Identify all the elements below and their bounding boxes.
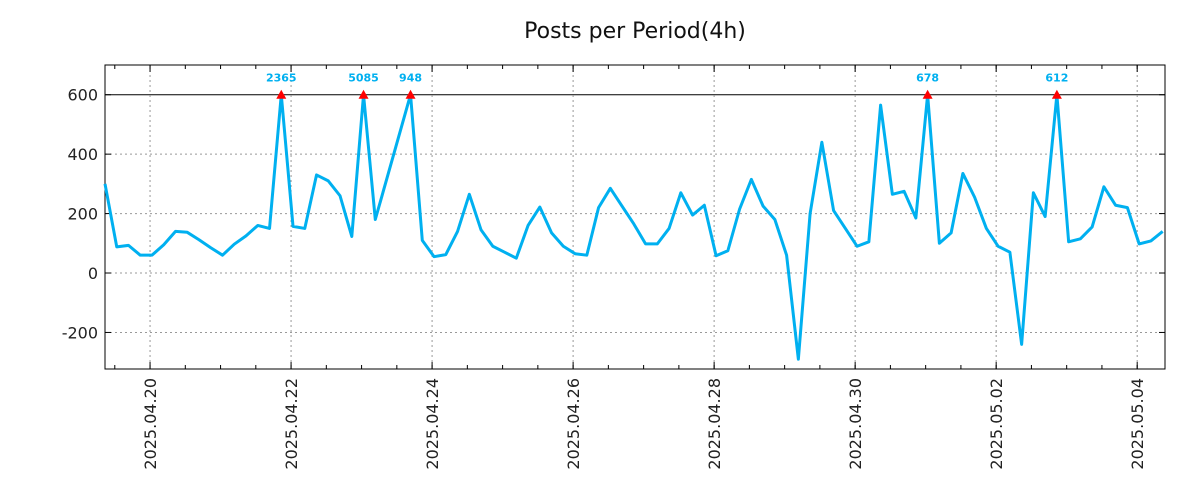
x-tick-label: 2025.04.26 bbox=[564, 378, 583, 470]
capped-value-label: 948 bbox=[399, 72, 422, 85]
x-tick-label: 2025.04.20 bbox=[141, 378, 160, 470]
y-tick-label: 0 bbox=[88, 264, 98, 283]
posts-line bbox=[105, 95, 1163, 359]
tick-labels: -200 0 200 400 600 2025.04.20 2025.04.22 2025.0… bbox=[62, 86, 1148, 470]
capped-value-label: 678 bbox=[916, 72, 939, 85]
capped-value-label: 2365 bbox=[266, 72, 297, 85]
x-tick-label: 2025.04.28 bbox=[705, 378, 724, 470]
x-tick-label: 2025.05.02 bbox=[987, 378, 1006, 470]
axes bbox=[105, 65, 1165, 369]
capped-value-label: 612 bbox=[1045, 72, 1068, 85]
capped-value-label: 5085 bbox=[348, 72, 379, 85]
x-tick-label: 2025.04.22 bbox=[282, 378, 301, 470]
series: 2365 5085 948 678 612 bbox=[105, 72, 1163, 360]
y-tick-label: 600 bbox=[67, 86, 98, 105]
y-tick-label: 200 bbox=[67, 205, 98, 224]
y-tick-label: 400 bbox=[67, 145, 98, 164]
chart-title: Posts per Period(4h) bbox=[524, 19, 746, 44]
x-tick-label: 2025.04.24 bbox=[423, 378, 442, 470]
y-tick-label: -200 bbox=[62, 323, 98, 342]
x-tick-label: 2025.05.04 bbox=[1128, 378, 1147, 470]
x-tick-label: 2025.04.30 bbox=[846, 378, 865, 470]
grid bbox=[105, 65, 1165, 369]
plot-frame bbox=[105, 65, 1165, 369]
